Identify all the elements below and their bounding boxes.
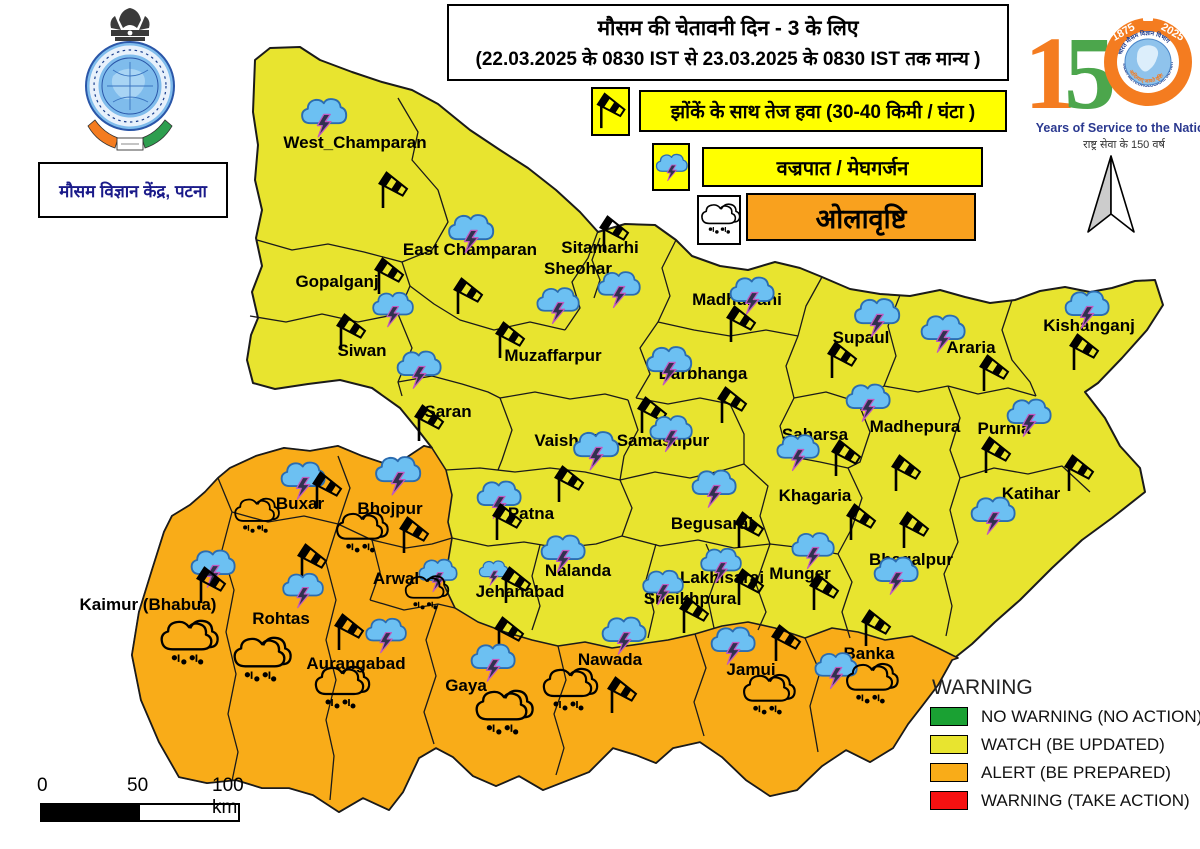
district-label-west-champaran: West_Champaran bbox=[283, 133, 426, 152]
scale-tick-100: 100 km bbox=[212, 775, 244, 818]
district-label-jamui: Jamui bbox=[726, 660, 775, 679]
scale-tick-labels: 0 50 100 km bbox=[34, 775, 264, 818]
warning-legend-title: WARNING bbox=[932, 676, 1033, 699]
logo-digit-1: 1 bbox=[1028, 16, 1076, 131]
legend-row-warning: WARNING (TAKE ACTION) bbox=[930, 791, 1196, 810]
district-label-patna: Patna bbox=[508, 504, 555, 523]
office-name-box: मौसम विज्ञान केंद्र, पटना bbox=[38, 162, 228, 218]
district-label-sheohar: Sheohar bbox=[544, 259, 612, 278]
district-label-gopalganj: Gopalganj bbox=[295, 272, 378, 291]
no-warning-swatch bbox=[930, 707, 968, 726]
thunderstorm-legend: वज्रपात / मेघगर्जन bbox=[702, 147, 983, 187]
scale-bar-graphic bbox=[40, 803, 240, 822]
legend-row-alert: ALERT (BE PREPARED) bbox=[930, 763, 1196, 782]
district-label-muzaffarpur: Muzaffarpur bbox=[504, 346, 602, 365]
gusty-wind-legend: झोंकें के साथ तेज हवा (30-40 किमी / घंटा… bbox=[639, 90, 1007, 132]
thunderstorm-icon bbox=[655, 153, 688, 182]
district-label-rohtas: Rohtas bbox=[252, 609, 310, 628]
district-label-east-champaran: East Champaran bbox=[403, 240, 537, 259]
legend-row-no-warning: NO WARNING (NO ACTION) bbox=[930, 707, 1200, 726]
watch-label: WATCH (BE UPDATED) bbox=[981, 734, 1165, 754]
windsock-legend-iconbox bbox=[591, 87, 630, 136]
scale-bar-empty-segment bbox=[140, 805, 238, 820]
district-label-sitamarhi: Sitamarhi bbox=[561, 238, 638, 257]
logo-tagline-hindi: राष्ट्र सेवा के 150 वर्ष bbox=[1083, 138, 1166, 151]
title-box: मौसम की चेतावनी दिन - 3 के लिए (22.03.20… bbox=[447, 4, 1009, 81]
imd-globe-icon bbox=[85, 41, 175, 131]
district-label-buxar: Buxar bbox=[276, 494, 325, 513]
district-label-gaya: Gaya bbox=[445, 676, 487, 695]
no-warning-label: NO WARNING (NO ACTION) bbox=[981, 706, 1200, 726]
office-name: मौसम विज्ञान केंद्र, पटना bbox=[59, 181, 207, 201]
map-scale-bar: 0 50 100 km bbox=[34, 775, 264, 822]
district-label-begusarai: Begusarai bbox=[671, 514, 753, 533]
thunderstorm-legend-iconbox bbox=[652, 143, 690, 191]
district-label-arwal: Arwal bbox=[373, 569, 419, 588]
hailstorm-legend-iconbox bbox=[697, 195, 741, 245]
scale-tick-50: 50 bbox=[127, 775, 149, 796]
north-arrow-icon bbox=[1087, 155, 1135, 233]
hailstorm-icon bbox=[701, 203, 739, 235]
thunderstorm-legend-label: वज्रपात / मेघगर्जन bbox=[776, 157, 909, 180]
ashoka-capital-icon bbox=[110, 8, 150, 41]
alert-label: ALERT (BE PREPARED) bbox=[981, 762, 1171, 782]
india-map-icon bbox=[1136, 45, 1159, 72]
hailstorm-legend: ओलावृष्टि bbox=[746, 193, 976, 241]
district-label-jehanabad: Jehanabad bbox=[476, 582, 565, 601]
district-label-katihar: Katihar bbox=[1002, 484, 1061, 503]
district-label-nawada: Nawada bbox=[578, 650, 643, 669]
gusty-wind-legend-label: झोंकें के साथ तेज हवा (30-40 किमी / घंटा… bbox=[670, 102, 976, 123]
imd-150-years-logo: 1 5 भारत मौसम विज्ञान विभाग INDIA METEOR… bbox=[1028, 2, 1200, 151]
scale-bar-filled-segment bbox=[42, 805, 140, 820]
warning-label: WARNING (TAKE ACTION) bbox=[981, 790, 1190, 810]
district-label-araria: Araria bbox=[946, 338, 996, 357]
bulletin-validity: (22.03.2025 के 0830 IST से 23.03.2025 के… bbox=[475, 49, 981, 70]
district-label-supaul: Supaul bbox=[833, 328, 890, 347]
alert-swatch bbox=[930, 763, 968, 782]
scale-tick-0: 0 bbox=[37, 775, 48, 796]
district-label-kaimur: Kaimur (Bhabua) bbox=[80, 595, 217, 614]
district-label-banka: Banka bbox=[843, 644, 895, 663]
legend-row-watch: WATCH (BE UPDATED) bbox=[930, 735, 1196, 754]
district-label-kishanganj: Kishanganj bbox=[1043, 316, 1135, 335]
tricolor-ribbon-icon bbox=[87, 119, 173, 151]
imd-emblem bbox=[85, 8, 175, 151]
warning-swatch bbox=[930, 791, 968, 810]
alert-region bbox=[131, 445, 959, 813]
district-label-aurangabad: Aurangabad bbox=[306, 654, 405, 673]
bulletin-title: मौसम की चेतावनी दिन - 3 के लिए bbox=[597, 17, 859, 40]
logo-tagline-english: Years of Service to the Nation bbox=[1036, 121, 1200, 135]
district-label-siwan: Siwan bbox=[337, 341, 386, 360]
watch-swatch bbox=[930, 735, 968, 754]
district-label-madhepura: Madhepura bbox=[870, 417, 961, 436]
windsock-icon bbox=[596, 92, 628, 129]
district-label-nalanda: Nalanda bbox=[545, 561, 612, 580]
hailstorm-legend-label: ओलावृष्टि bbox=[815, 203, 907, 234]
district-label-khagaria: Khagaria bbox=[779, 486, 852, 505]
warning-legend: WARNING NO WARNING (NO ACTION) WATCH (BE… bbox=[930, 676, 1200, 819]
